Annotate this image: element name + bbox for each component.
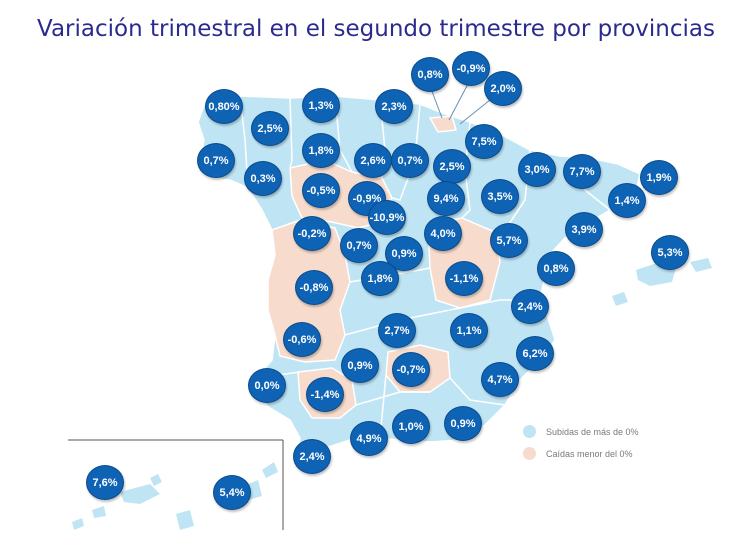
value-murcia: 4,7%	[481, 362, 519, 397]
value-lleida: 7,7%	[563, 154, 601, 189]
value-almeria: 0,9%	[444, 406, 482, 441]
value-guadalajara: 4,0%	[424, 216, 462, 251]
value-gipuzkoa: -0,9%	[452, 51, 490, 86]
value-navarra: 7,5%	[465, 124, 503, 159]
value-zamora: -0,5%	[302, 173, 340, 208]
value-granada: 1,0%	[392, 409, 430, 444]
legend-up: Subidas de más de 0%	[523, 425, 639, 438]
value-soria: 9,4%	[427, 181, 465, 216]
value-segovia: -10,9%	[368, 200, 406, 235]
value-pontevedra: 0,7%	[197, 143, 235, 178]
value-caceres: -0,8%	[295, 270, 333, 305]
value-jaen: -0,7%	[392, 352, 430, 387]
value-huelva: 0,0%	[248, 368, 286, 403]
value-girona: 1,9%	[640, 160, 678, 195]
value-zaragoza: 3,5%	[481, 179, 519, 214]
legend-down-label: Caídas menor del 0%	[546, 448, 633, 459]
legend-down: Caídas menor del 0%	[523, 447, 633, 460]
canarias-inset-frame	[68, 439, 284, 530]
value-leon: 1,8%	[302, 133, 340, 168]
value-sevilla: -1,4%	[306, 377, 344, 412]
value-bizkaia: 0,8%	[411, 57, 449, 92]
legend-down-swatch	[523, 447, 536, 460]
canarias-islands	[72, 462, 278, 530]
value-palencia: 2,6%	[354, 143, 392, 178]
value-cadiz: 2,4%	[293, 439, 331, 474]
value-a-coruna: 0,80%	[205, 89, 243, 124]
value-cantabria: 2,3%	[375, 89, 413, 124]
value-teruel: 5,7%	[490, 223, 528, 258]
value-barcelona: 1,4%	[608, 183, 646, 218]
value-albacete: 1,1%	[450, 313, 488, 348]
value-cuenca: -1,1%	[445, 261, 483, 296]
value-baleares: 5,3%	[651, 235, 689, 270]
value-ourense: 0,3%	[244, 161, 282, 196]
map-title: Variación trimestral en el segundo trime…	[37, 16, 715, 42]
value-salamanca: -0,2%	[293, 216, 331, 251]
value-castellon: 0,8%	[537, 251, 575, 286]
value-alicante: 6,2%	[516, 336, 554, 371]
value-badajoz: -0,6%	[283, 322, 321, 357]
value-lugo: 2,5%	[251, 111, 289, 146]
value-cordoba: 0,9%	[341, 348, 379, 383]
value-valencia: 2,4%	[511, 289, 549, 324]
legend-up-swatch	[523, 425, 536, 438]
legend-up-label: Subidas de más de 0%	[546, 426, 639, 437]
value-araba: 2,0%	[484, 71, 522, 106]
value-ciudad-real: 2,7%	[378, 313, 416, 348]
value-la-rioja: 2,5%	[433, 149, 471, 184]
value-burgos: 0,7%	[391, 143, 429, 178]
value-malaga: 4,9%	[350, 421, 388, 456]
value-asturias: 1,3%	[302, 88, 340, 123]
value-avila: 0,7%	[340, 228, 378, 263]
value-toledo: 1,8%	[361, 261, 399, 296]
value-huesca: 3,0%	[518, 152, 556, 187]
value-tarragona: 3,9%	[565, 212, 603, 247]
value-santa-cruz-tenerife: 7,6%	[86, 465, 124, 500]
value-las-palmas: 5,4%	[213, 475, 251, 510]
